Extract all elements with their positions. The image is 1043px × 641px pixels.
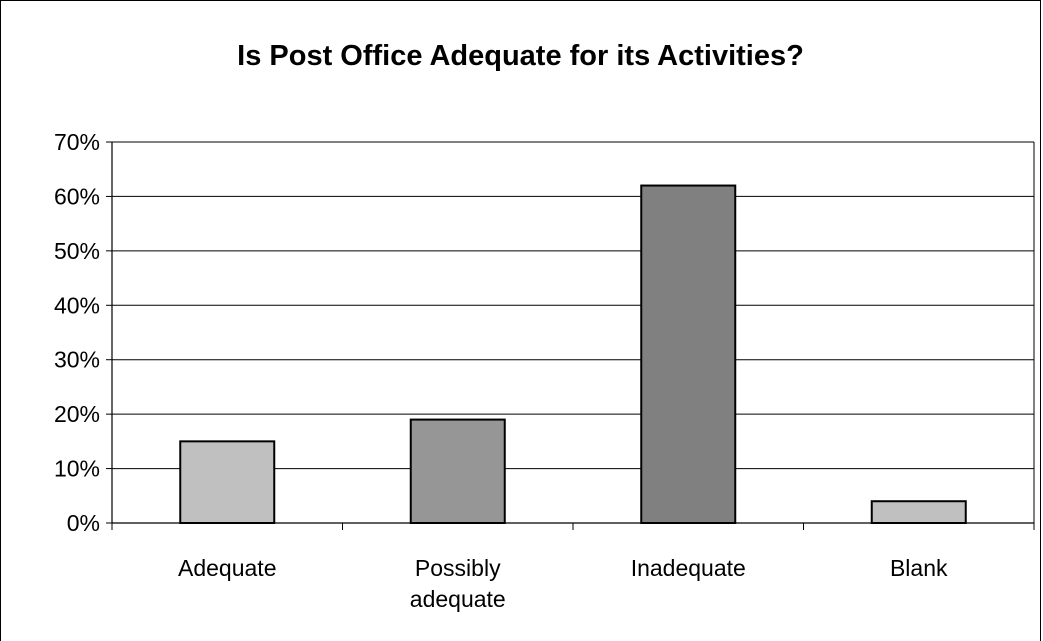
bar	[409, 418, 506, 525]
y-tick-label: 20%	[54, 401, 100, 427]
bar	[179, 440, 276, 525]
y-tick-label: 10%	[54, 456, 100, 482]
y-tick-label: 70%	[54, 129, 100, 155]
x-category-label: Adequate	[178, 555, 276, 581]
x-category-label: Blank	[890, 555, 948, 581]
x-category-label: Inadequate	[631, 555, 746, 581]
y-tick-label: 30%	[54, 347, 100, 373]
chart-title: Is Post Office Adequate for its Activiti…	[237, 40, 804, 72]
x-category-label: adequate	[410, 586, 506, 612]
y-tick-label: 40%	[54, 292, 100, 318]
y-tick-label: 60%	[54, 183, 100, 209]
y-tick-label: 0%	[67, 510, 100, 536]
bar	[640, 184, 737, 525]
x-category-label: Possibly	[415, 555, 501, 581]
y-tick-label: 50%	[54, 238, 100, 264]
bar	[870, 500, 967, 525]
